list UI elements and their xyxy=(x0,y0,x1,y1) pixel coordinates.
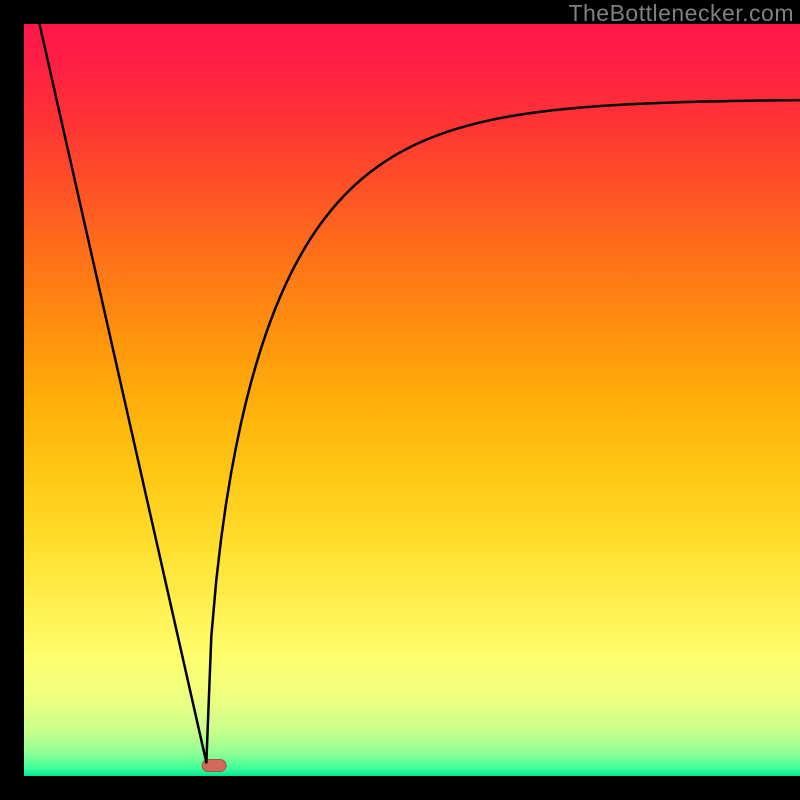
chart-container: TheBottlenecker.com xyxy=(0,0,800,800)
bottleneck-chart xyxy=(0,0,800,800)
watermark-text: TheBottlenecker.com xyxy=(568,0,794,27)
plot-background xyxy=(24,24,800,776)
